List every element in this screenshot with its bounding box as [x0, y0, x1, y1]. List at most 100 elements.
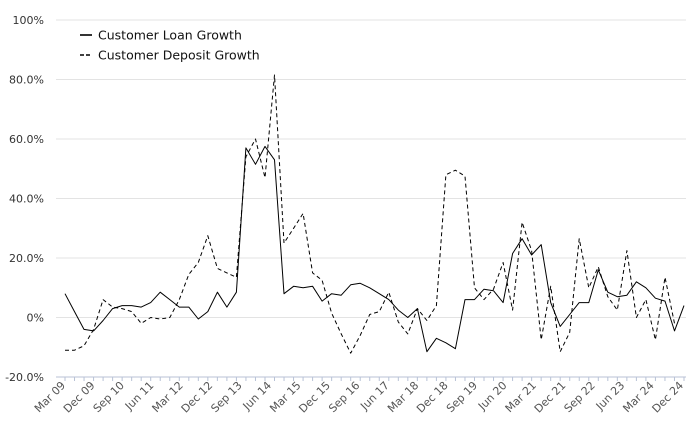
loan-growth-point: [130, 304, 133, 307]
loan-growth-point: [168, 298, 171, 301]
deposit-growth-point: [463, 175, 466, 178]
x-tick-label: Mar 21: [503, 379, 539, 415]
deposit-growth-point: [73, 349, 76, 352]
deposit-growth-point: [406, 332, 409, 335]
deposit-growth-point: [435, 304, 438, 307]
loan-growth-point: [311, 285, 314, 288]
loan-growth-point: [378, 292, 381, 295]
loan-growth-point: [549, 301, 552, 304]
x-tick-label: Mar 15: [267, 379, 303, 415]
loan-growth-point: [244, 146, 247, 149]
loan-growth-point: [216, 291, 219, 294]
y-tick-label: -20.0%: [5, 371, 44, 384]
loan-growth-point: [406, 316, 409, 319]
x-tick-label: Mar 18: [385, 379, 421, 415]
y-tick-label: 40.0%: [9, 193, 44, 206]
deposit-growth-point: [263, 176, 266, 179]
loan-growth-point: [302, 286, 305, 289]
x-tick-label: Sep 13: [208, 379, 244, 415]
loan-growth-point: [149, 301, 152, 304]
deposit-growth-point: [187, 273, 190, 276]
series-layer: [64, 74, 686, 354]
deposit-growth-point: [568, 331, 571, 334]
loan-growth-point: [349, 283, 352, 286]
loan-growth-point: [368, 286, 371, 289]
deposit-growth-point: [311, 271, 314, 274]
loan-growth-point: [235, 291, 238, 294]
deposit-growth-point: [587, 286, 590, 289]
deposit-growth-point: [206, 234, 209, 237]
loan-growth-point: [178, 306, 181, 309]
deposit-growth-point: [273, 74, 276, 77]
deposit-growth-point: [378, 310, 381, 313]
deposit-growth-point: [254, 138, 257, 141]
loan-growth-point: [273, 158, 276, 161]
deposit-growth-point: [216, 267, 219, 270]
deposit-growth-point: [197, 261, 200, 264]
loan-growth-point: [359, 282, 362, 285]
loan-growth-point: [263, 145, 266, 148]
deposit-growth-point: [64, 349, 67, 352]
loan-growth-point: [340, 294, 343, 297]
loan-growth-point: [73, 310, 76, 313]
deposit-growth-point: [359, 334, 362, 337]
loan-growth-point: [511, 252, 514, 255]
deposit-growth-point: [130, 310, 133, 313]
deposit-growth-point: [121, 307, 124, 310]
y-tick-label: 20.0%: [9, 252, 44, 265]
loan-growth-point: [444, 341, 447, 344]
loan-growth-point: [683, 304, 686, 307]
deposit-growth-point: [292, 227, 295, 230]
deposit-growth-point: [606, 295, 609, 298]
deposit-growth-point: [654, 338, 657, 341]
deposit-growth-point: [321, 279, 324, 282]
loan-growth-point: [387, 298, 390, 301]
loan-growth-point: [568, 313, 571, 316]
deposit-growth-point: [235, 276, 238, 279]
loan-growth-point: [283, 292, 286, 295]
loan-growth-point: [102, 319, 105, 322]
deposit-growth-point: [302, 212, 305, 215]
loan-growth-point: [292, 285, 295, 288]
loan-growth-point: [654, 297, 657, 300]
loan-growth-point: [254, 163, 257, 166]
loan-growth-point: [540, 243, 543, 246]
loan-growth-point: [330, 292, 333, 295]
loan-growth-point: [587, 301, 590, 304]
y-tick-label: 0%: [27, 312, 44, 325]
x-tick-label: Dec 21: [532, 379, 569, 416]
loan-growth-point: [140, 306, 143, 309]
loan-growth-point: [64, 292, 67, 295]
x-tick-label: Mar 09: [32, 379, 68, 415]
loan-growth-point: [83, 328, 86, 331]
legend-label-loan: Customer Loan Growth: [98, 28, 242, 43]
deposit-growth-point: [283, 242, 286, 245]
deposit-growth-point: [140, 322, 143, 325]
deposit-growth-point: [225, 271, 228, 274]
deposit-growth-point: [473, 286, 476, 289]
loan-growth-point: [616, 295, 619, 298]
deposit-growth-point: [578, 237, 581, 240]
loan-growth-point: [673, 329, 676, 332]
deposit-growth-point: [616, 309, 619, 312]
loan-growth-point: [483, 288, 486, 291]
deposit-growth-point: [549, 285, 552, 288]
loan-growth-point: [206, 310, 209, 313]
loan-growth-point: [425, 350, 428, 353]
x-tick-label: Dec 09: [61, 379, 98, 416]
deposit-growth-point: [454, 169, 457, 172]
loan-growth-point: [463, 298, 466, 301]
deposit-growth-point: [625, 249, 628, 252]
deposit-growth-point: [102, 298, 105, 301]
loan-growth-point: [625, 294, 628, 297]
deposit-growth-point: [330, 312, 333, 315]
deposit-growth-line: [65, 74, 675, 354]
x-tick-label: Mar 24: [620, 379, 656, 415]
deposit-growth-point: [425, 319, 428, 322]
y-axis: 100% 80.0% 60.0% 40.0% 20.0% 0% -20.0%: [5, 14, 44, 384]
loan-growth-point: [225, 306, 228, 309]
deposit-growth-point: [492, 288, 495, 291]
